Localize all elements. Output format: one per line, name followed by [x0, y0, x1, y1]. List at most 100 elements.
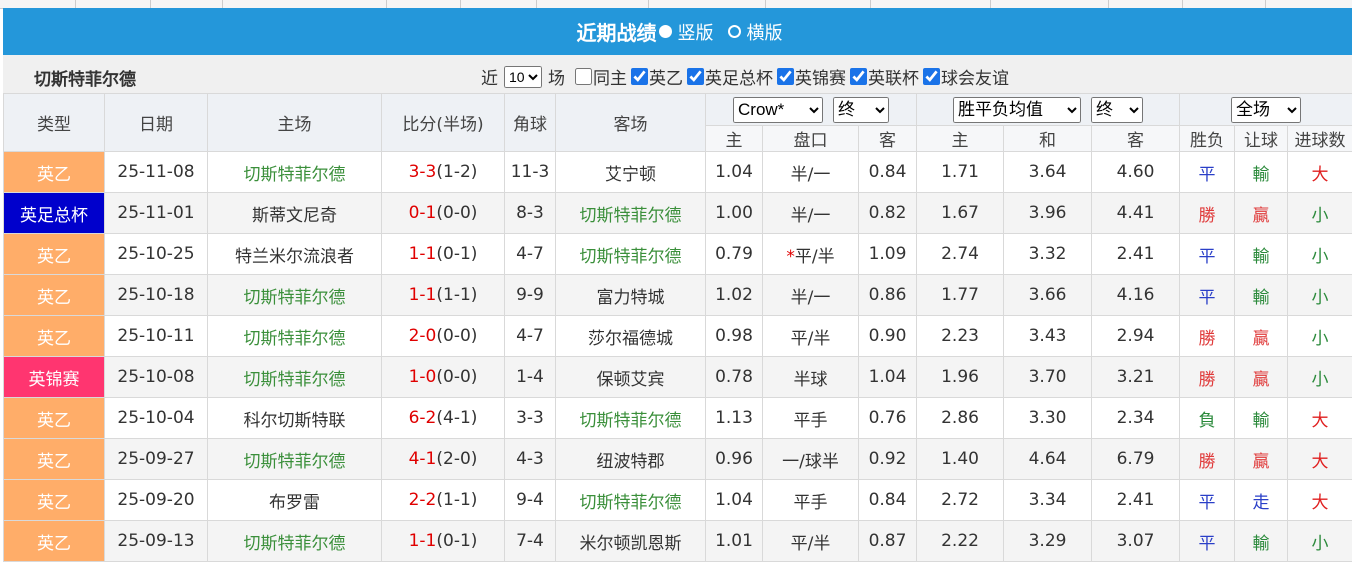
- half-score: (2-0): [436, 449, 478, 469]
- competition: 英乙: [3, 151, 105, 193]
- odds-home: 0.78: [705, 356, 763, 398]
- range-group: 全场: [1179, 93, 1352, 126]
- competition: 英乙: [3, 315, 105, 357]
- column-header: 主场: [207, 93, 382, 152]
- handicap: 平/半: [762, 315, 859, 357]
- handicap: 平手: [762, 397, 859, 439]
- odds-group: Crow* 终: [704, 93, 918, 126]
- dropdown[interactable]: 终: [1091, 96, 1144, 123]
- half-score: (0-0): [436, 326, 478, 346]
- result: 勝: [1179, 438, 1236, 480]
- corners: 4-7: [504, 315, 556, 357]
- filter-checkbox[interactable]: [687, 68, 704, 85]
- half-score: (1-1): [436, 490, 478, 510]
- match-row: 英乙 25-10-11 切斯特菲尔德 2-0(0-0) 4-7 莎尔福德城 0.98 平/半 0…: [3, 315, 1352, 357]
- home-team: 切斯特菲尔德: [207, 438, 382, 480]
- home-team: 特兰米尔流浪者: [207, 233, 382, 275]
- match-row: 英乙 25-10-18 切斯特菲尔德 1-1(1-1) 9-9 富力特城 1.02 半/一 0.…: [3, 274, 1352, 316]
- radio[interactable]: [658, 25, 672, 38]
- view-option[interactable]: 横版: [727, 19, 783, 45]
- corners: 7-4: [504, 520, 556, 562]
- date: 25-11-01: [104, 192, 208, 234]
- match-row: 英乙 25-09-13 切斯特菲尔德 1-1(0-1) 7-4 米尔顿凯恩斯 1.01 平/半…: [3, 520, 1352, 562]
- avg-home: 2.86: [916, 397, 1005, 439]
- full-score: 1-1: [408, 531, 437, 551]
- odds-away: 0.84: [857, 479, 918, 521]
- avg-away: 2.41: [1091, 233, 1181, 275]
- full-score: 2-0: [408, 326, 437, 346]
- avg-group: 胜平负均值终: [916, 93, 1181, 126]
- sub-column-header: 主: [705, 125, 763, 152]
- avg-home: 2.72: [916, 479, 1005, 521]
- avg-home: 2.22: [916, 520, 1005, 562]
- column-header: 比分(半场): [381, 93, 505, 152]
- away-team: 米尔顿凯恩斯: [555, 520, 706, 562]
- dropdown[interactable]: 终: [833, 96, 890, 123]
- result: 平: [1179, 274, 1236, 316]
- filter-label: 英乙: [649, 69, 683, 89]
- away-team: 切斯特菲尔德: [555, 397, 706, 439]
- full-score: 1-1: [408, 285, 437, 305]
- avg-draw: 3.34: [1003, 479, 1093, 521]
- title: 近期战绩: [576, 21, 657, 45]
- match-row: 英足总杯 25-11-01 斯蒂文尼奇 0-1(0-0) 8-3 切斯特菲尔德 1.00 半/…: [3, 192, 1352, 234]
- handicap: 半/一: [762, 151, 859, 193]
- avg-draw: 3.66: [1003, 274, 1093, 316]
- avg-away: 3.21: [1091, 356, 1181, 398]
- home-team: 斯蒂文尼奇: [207, 192, 382, 234]
- title-bar: 近期战绩 竖版 横版: [3, 8, 1352, 55]
- filter-checkbox[interactable]: [631, 68, 648, 85]
- avg-home: 1.96: [916, 356, 1005, 398]
- filters: 近 10 场 同主 英乙 英足总杯 英锦赛 英联杯 球会友谊: [481, 64, 1009, 89]
- sub-column-header: 客: [857, 125, 918, 152]
- toolbar: 切斯特菲尔德 近 10 场 同主 英乙 英足总杯 英锦赛 英联杯 球会友谊: [3, 55, 1352, 93]
- corners: 3-3: [504, 397, 556, 439]
- filter-checkbox[interactable]: [777, 68, 794, 85]
- away-team: 切斯特菲尔德: [555, 233, 706, 275]
- competition: 英锦赛: [3, 356, 105, 398]
- option-label: 竖版: [677, 22, 714, 44]
- goals-result: 大: [1287, 397, 1352, 439]
- dropdown[interactable]: 胜平负均值: [953, 96, 1082, 123]
- competition: 英乙: [3, 479, 105, 521]
- avg-away: 4.41: [1091, 192, 1181, 234]
- full-score: 0-1: [408, 203, 437, 223]
- header-row: 主盘口客主和客胜负 让球 进球数: [4, 125, 1352, 152]
- filter-checkbox[interactable]: [575, 68, 592, 85]
- goals-result: 小: [1287, 192, 1352, 234]
- filter-label: 英联杯: [868, 69, 919, 89]
- odds-away: 1.04: [857, 356, 918, 398]
- half-score: (0-1): [436, 531, 478, 551]
- dropdown[interactable]: Crow*: [733, 96, 824, 123]
- radio[interactable]: [727, 25, 741, 38]
- away-team: 莎尔福德城: [555, 315, 706, 357]
- full-score: 1-0: [408, 367, 437, 387]
- date: 25-10-08: [104, 356, 208, 398]
- filter-checkbox[interactable]: [850, 68, 867, 85]
- away-team: 艾宁顿: [555, 151, 706, 193]
- score: 4-1(2-0): [381, 438, 505, 480]
- corners: 8-3: [504, 192, 556, 234]
- result: 勝: [1179, 192, 1236, 234]
- view-option[interactable]: 竖版: [658, 19, 714, 45]
- avg-home: 1.71: [916, 151, 1005, 193]
- home-team: 切斯特菲尔德: [207, 151, 382, 193]
- avg-draw: 3.64: [1003, 151, 1093, 193]
- goals-result: 小: [1287, 274, 1352, 316]
- recent-count[interactable]: 10: [504, 65, 542, 88]
- handicap-flag: *: [786, 246, 795, 267]
- result: 負: [1179, 397, 1236, 439]
- handicap-result: 輸: [1234, 520, 1289, 562]
- odds-away: 0.92: [857, 438, 918, 480]
- odds-home: 1.13: [705, 397, 763, 439]
- filter-label: 英锦赛: [795, 69, 846, 89]
- result: 平: [1179, 479, 1236, 521]
- dropdown[interactable]: 全场: [1231, 96, 1302, 123]
- handicap-result: 贏: [1234, 192, 1289, 234]
- sub-column-header: 胜负: [1179, 125, 1236, 152]
- odds-home: 0.96: [705, 438, 763, 480]
- column-header: 角球: [504, 93, 556, 152]
- match-row: 英乙 25-09-20 布罗雷 2-2(1-1) 9-4 切斯特菲尔德 1.04 平手 0.84…: [3, 479, 1352, 521]
- filter-checkbox[interactable]: [923, 68, 940, 85]
